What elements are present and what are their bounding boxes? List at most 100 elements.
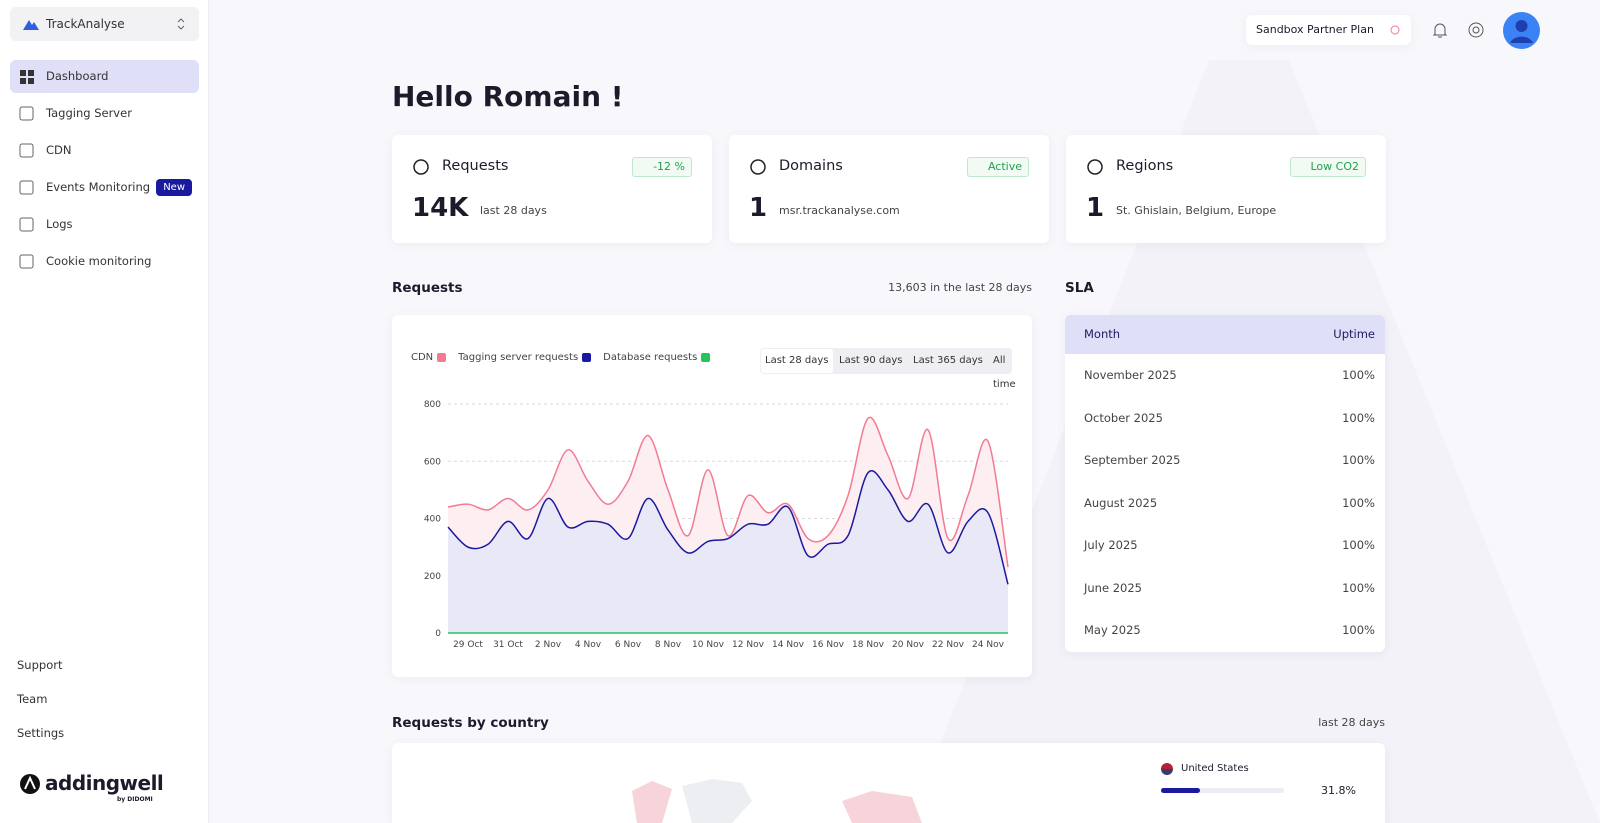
card-caption: St. Ghislain, Belgium, Europe [1116,204,1277,217]
settings-link[interactable]: Settings [17,726,65,740]
card-icon [413,159,429,175]
legend-swatch [701,353,711,362]
range-button[interactable]: Last 365 days [913,355,983,366]
sidebar: TrackAnalyse Support Team Settings addin… [0,0,209,823]
country-name: United States [1181,763,1249,774]
brand-sub: by DIDOMI [117,796,153,803]
y-tick-label: 800 [424,400,441,410]
nav-icon [19,106,34,121]
sla-month: June 2025 [1084,580,1142,595]
sla-row: August 2025 100% [1065,482,1385,524]
sla-row: October 2025 100% [1065,397,1385,439]
team-link[interactable]: Team [17,692,48,706]
x-tick-label: 16 Nov [812,640,845,650]
logo-icon [23,20,39,30]
nav-label: Dashboard [46,69,109,83]
sla-row: June 2025 100% [1065,567,1385,609]
plan-button[interactable]: Sandbox Partner Plan [1246,15,1411,45]
card-icon-shape [1087,159,1103,175]
nav-item[interactable]: Cookie monitoring [10,245,199,278]
nav-label: CDN [46,143,72,157]
sla-uptime: 100% [1342,453,1375,467]
x-tick-label: 2 Nov [535,640,562,650]
nav-label: Logs [46,217,73,231]
avatar[interactable] [1503,12,1540,49]
brand: addingwell [45,771,164,795]
sla-uptime: 100% [1342,410,1375,425]
card-badge: Low CO2 [1289,157,1366,177]
y-tick-label: 0 [435,629,441,639]
sla-uptime: 100% [1342,538,1375,552]
y-tick-label: 600 [424,457,441,467]
x-tick-label: 31 Oct [493,640,523,650]
legend-item[interactable]: Tagging server requests [458,352,592,363]
range-button[interactable]: All time [993,355,1016,390]
card-icon [1087,159,1103,175]
nav-item[interactable]: Tagging Server [10,97,199,130]
requests-summary: 13,603 in the last 28 days [888,281,1032,294]
chevron [177,18,185,30]
nav-icon [20,70,34,84]
range-button[interactable]: Last 90 days [839,355,903,366]
x-tick-label: 14 Nov [772,640,805,650]
support-link[interactable]: Support [17,658,63,672]
legend-swatch [582,353,592,362]
bell-icon[interactable] [1432,21,1448,39]
legend-label: Tagging server requests [458,352,579,363]
range-button[interactable]: Last 28 days [761,349,833,373]
legend-label: Database requests [603,352,698,363]
greeting: Hello Romain ! [392,80,624,113]
card-icon-shape [413,159,429,175]
series-line [447,470,1009,585]
requests-card: CDN Tagging server requests Database reque… [392,315,1032,677]
sla-month: August 2025 [1084,495,1158,510]
legend-label: CDN [411,352,434,363]
sla-month: November 2025 [1084,368,1177,382]
card-icon-shape [750,159,766,175]
help-icon[interactable] [1467,21,1485,39]
x-tick-label: 29 Oct [453,640,483,650]
nav-item[interactable]: Events Monitoring New [10,171,199,204]
legend-item[interactable]: Database requests [603,352,711,363]
nav-label: Tagging Server [46,106,132,120]
nav-item[interactable]: Logs [10,208,199,241]
x-tick-label: 4 Nov [575,640,602,650]
country-card: United States 31.8% [392,743,1385,823]
country-share: 31.8% [1321,784,1356,797]
nav-label: Events Monitoring [46,180,151,194]
sla-title: SLA [1065,280,1094,296]
sla-month: May 2025 [1084,623,1141,637]
country-bar [1161,788,1201,793]
card-badge: -12 % [632,157,692,177]
card-title: Regions [1116,158,1174,174]
sla-month: October 2025 [1084,410,1163,425]
stat-card: Requests -12 % 14K last 28 days [392,135,712,243]
series-line [447,416,1009,568]
card-caption: msr.trackanalyse.com [779,204,900,217]
nav-item[interactable]: Dashboard [10,60,199,93]
requests-chart: 0 200 400 600 800 29 Oct 31 Oct 2 Nov 4 Nov 6 Nov… [424,400,1009,650]
sla-uptime: 100% [1342,623,1375,637]
sla-month: September 2025 [1084,453,1181,467]
stat-card: Regions Low CO2 1 St. Ghislain, Belgium, Eu… [1066,135,1386,243]
sla-row: September 2025 100% [1065,439,1385,481]
world-map [632,779,922,823]
requests-title: Requests [392,280,463,296]
workspace-name: TrackAnalyse [46,17,125,31]
sla-row: November 2025 100% [1065,354,1385,396]
country-track [1161,788,1284,793]
legend-swatch [437,353,447,362]
x-tick-label: 24 Nov [972,640,1005,650]
x-tick-label: 20 Nov [892,640,925,650]
nav-icon [19,217,34,232]
x-tick-label: 6 Nov [615,640,642,650]
legend-item[interactable]: CDN [411,352,447,363]
nav-badge: New [156,179,192,196]
nav-item[interactable]: CDN [10,134,199,167]
card-value: 1 [1086,193,1105,223]
series-area [448,470,1008,633]
nav-icon [19,180,34,195]
sla-uptime: 100% [1342,368,1375,382]
workspace-selector[interactable]: TrackAnalyse [10,7,199,41]
